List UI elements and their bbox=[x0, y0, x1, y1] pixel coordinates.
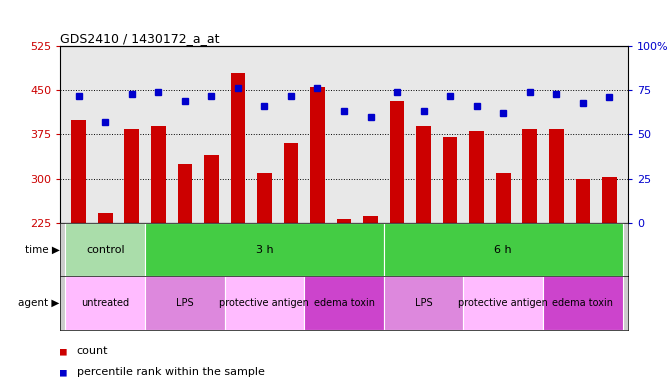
Bar bbox=[384, 276, 464, 330]
Text: agent ▶: agent ▶ bbox=[18, 298, 59, 308]
Text: ■: ■ bbox=[60, 346, 67, 356]
Bar bbox=[257, 173, 272, 223]
Bar bbox=[145, 223, 384, 276]
Bar bbox=[71, 120, 86, 223]
Bar bbox=[496, 173, 510, 223]
Bar bbox=[304, 276, 384, 330]
Bar bbox=[284, 143, 298, 223]
Bar bbox=[151, 126, 166, 223]
Bar bbox=[65, 276, 145, 330]
Bar bbox=[124, 129, 139, 223]
Text: edema toxin: edema toxin bbox=[313, 298, 375, 308]
Text: protective antigen: protective antigen bbox=[220, 298, 309, 308]
Text: control: control bbox=[86, 245, 124, 255]
Text: GDS2410 / 1430172_a_at: GDS2410 / 1430172_a_at bbox=[60, 32, 220, 45]
Bar bbox=[470, 131, 484, 223]
Bar bbox=[416, 126, 431, 223]
Text: untreated: untreated bbox=[81, 298, 130, 308]
Bar bbox=[390, 101, 404, 223]
Text: LPS: LPS bbox=[415, 298, 432, 308]
Bar bbox=[204, 155, 218, 223]
Text: LPS: LPS bbox=[176, 298, 194, 308]
Bar bbox=[522, 129, 537, 223]
Bar bbox=[98, 213, 112, 223]
Text: ■: ■ bbox=[60, 367, 67, 377]
Bar bbox=[443, 137, 458, 223]
Text: percentile rank within the sample: percentile rank within the sample bbox=[77, 367, 265, 377]
Bar bbox=[576, 179, 590, 223]
Bar bbox=[310, 87, 325, 223]
Text: 6 h: 6 h bbox=[494, 245, 512, 255]
Text: protective antigen: protective antigen bbox=[458, 298, 548, 308]
Text: time ▶: time ▶ bbox=[25, 245, 59, 255]
Bar bbox=[384, 223, 623, 276]
Text: edema toxin: edema toxin bbox=[552, 298, 613, 308]
Bar bbox=[65, 223, 145, 276]
Text: count: count bbox=[77, 346, 108, 356]
Bar bbox=[543, 276, 623, 330]
Bar bbox=[178, 164, 192, 223]
Bar bbox=[145, 276, 224, 330]
Bar bbox=[464, 276, 543, 330]
Bar bbox=[337, 218, 351, 223]
Bar bbox=[230, 73, 245, 223]
Text: 3 h: 3 h bbox=[256, 245, 273, 255]
Bar bbox=[224, 276, 304, 330]
Bar bbox=[549, 129, 564, 223]
Bar bbox=[602, 177, 617, 223]
Bar bbox=[363, 216, 378, 223]
